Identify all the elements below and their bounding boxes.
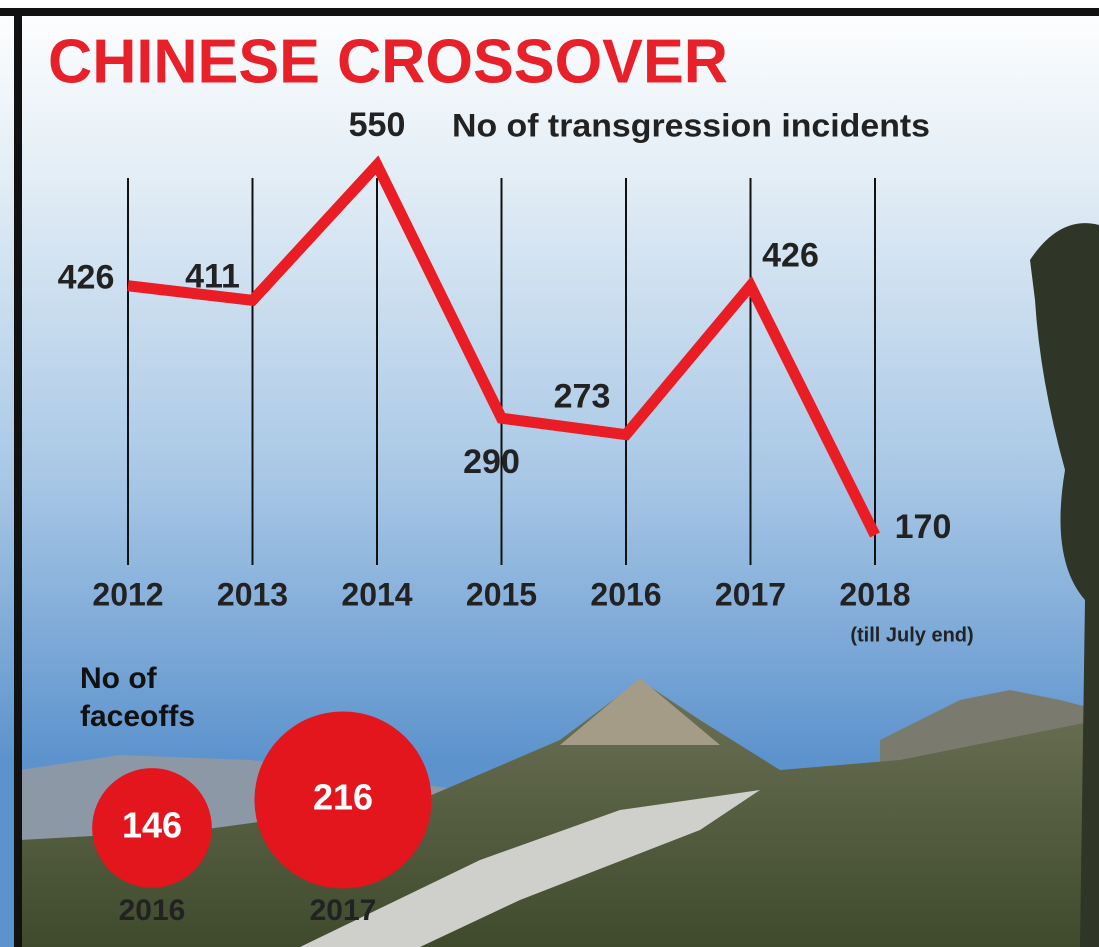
ground [20, 680, 1099, 947]
x-tick-label: 2014 [341, 576, 412, 612]
annotation: (till July end) [850, 624, 973, 646]
soldier [1030, 223, 1099, 947]
cairn [560, 678, 720, 745]
data-label: 273 [554, 378, 611, 416]
data-label: 146 [122, 805, 182, 846]
bubble [92, 768, 212, 888]
x-tick-label: 2017 [715, 576, 786, 612]
chart-title: CHINESE CROSSOVER [48, 27, 728, 96]
data-label: 550 [349, 106, 406, 144]
x-tick-label: 2012 [92, 576, 163, 612]
x-tick-label: 2016 [590, 576, 661, 612]
bubble [254, 711, 432, 889]
bubble-title: No of faceoffs [80, 662, 196, 733]
path [300, 790, 760, 947]
x-tick-label: 2013 [217, 576, 288, 612]
category-label: 2017 [310, 894, 377, 927]
x-tick-label: 2018 [839, 576, 910, 612]
data-label: 411 [185, 257, 240, 295]
data-label: 426 [762, 237, 819, 275]
data-label: 426 [58, 259, 115, 297]
frame [0, 8, 1099, 947]
data-label: 170 [895, 508, 952, 546]
category-label: 2016 [119, 894, 186, 927]
line-series [127, 155, 880, 538]
x-tick-label: 2015 [466, 576, 537, 612]
data-label: 216 [313, 777, 373, 818]
chart-subtitle: No of transgression incidents [452, 107, 930, 143]
data-label: 290 [463, 443, 520, 481]
